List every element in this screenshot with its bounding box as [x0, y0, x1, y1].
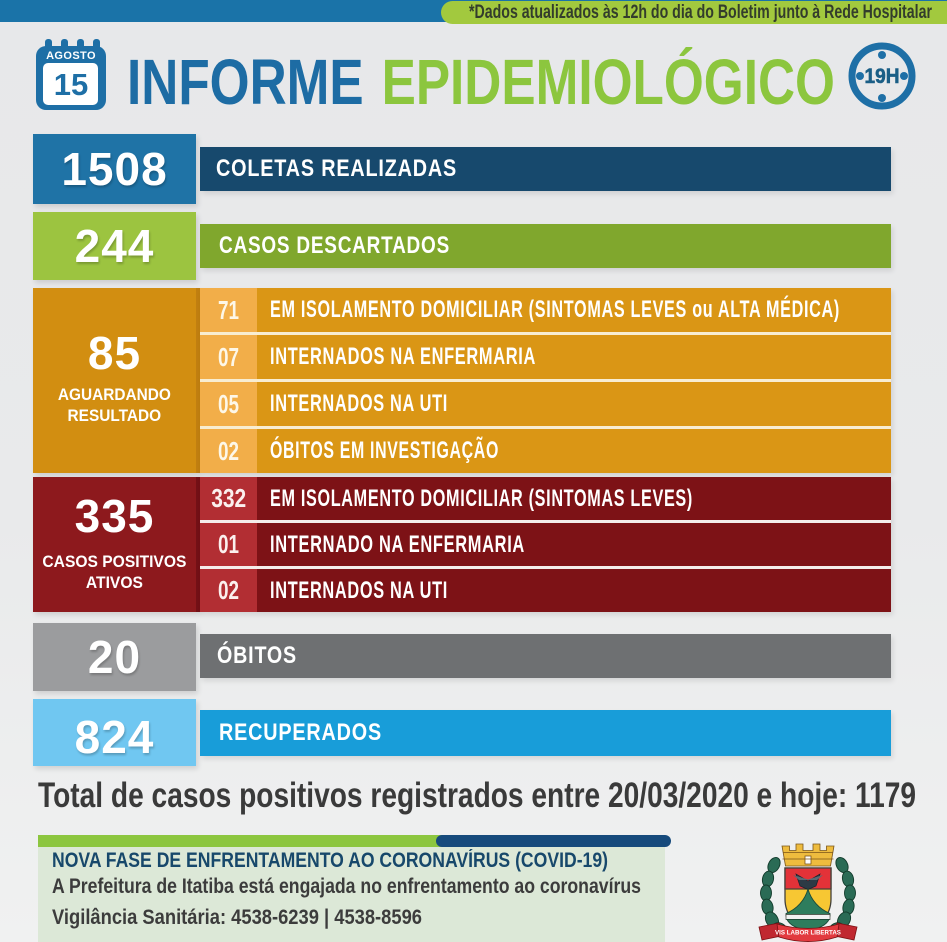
svg-text:VIS LABOR LIBERTAS: VIS LABOR LIBERTAS: [775, 930, 841, 937]
svg-text:AGOSTO: AGOSTO: [46, 50, 96, 62]
svg-text:15: 15: [54, 67, 88, 102]
svg-text:19H: 19H: [865, 65, 900, 88]
